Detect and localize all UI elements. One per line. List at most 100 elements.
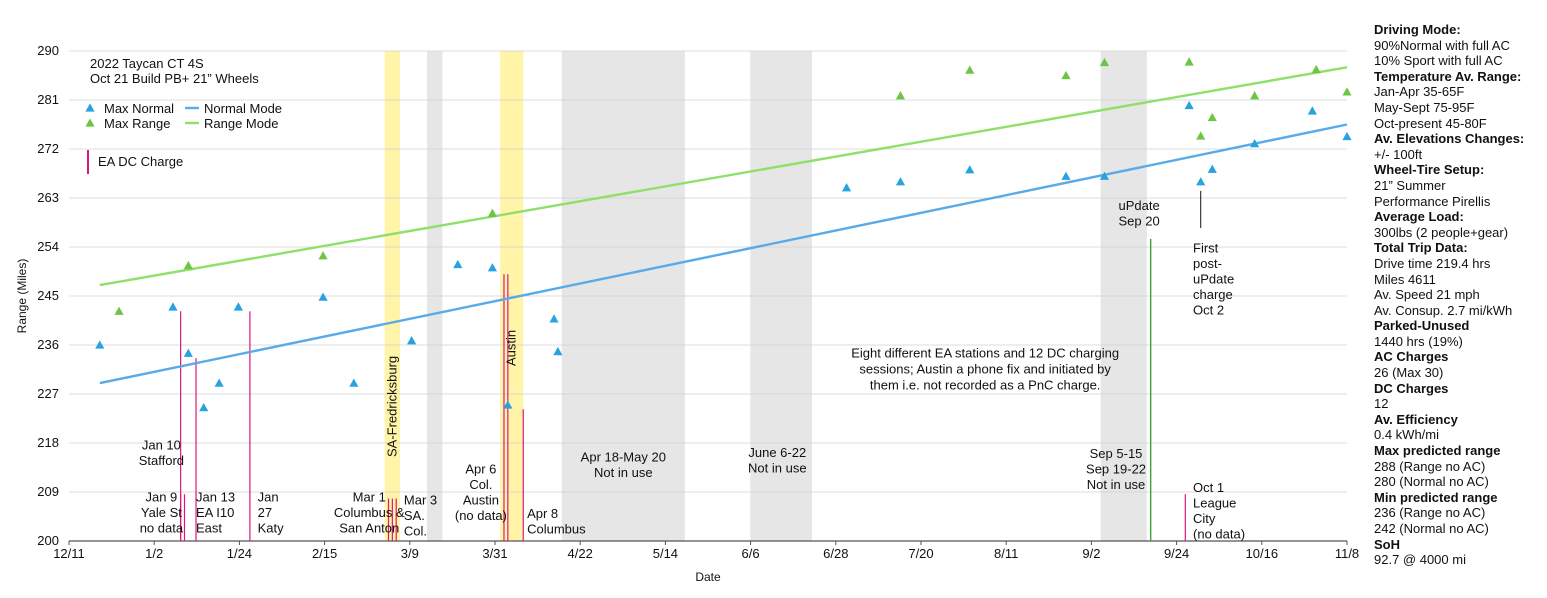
side-text: Miles 4611 bbox=[1374, 271, 1436, 287]
data-point bbox=[553, 346, 563, 356]
data-point bbox=[318, 251, 328, 260]
label-layer: SA-Fredricksburg Austin 200 209 218 227 236 245… bbox=[15, 43, 1359, 584]
x-tick-label: 11/8 bbox=[1335, 546, 1359, 561]
side-text: 10% Sport with full AC bbox=[1374, 53, 1503, 69]
side-text: 0.4 kWh/mi bbox=[1374, 427, 1440, 443]
data-point bbox=[1099, 171, 1110, 180]
annotation-text: League bbox=[1193, 496, 1236, 511]
y-axis-title: Range (Miles) bbox=[15, 259, 29, 334]
y-tick-label: 254 bbox=[37, 239, 59, 254]
legend-label: EA DC Charge bbox=[98, 154, 183, 169]
side-text: Oct-present 45-80F bbox=[1374, 115, 1487, 131]
annotation-text: uPdate bbox=[1193, 271, 1234, 286]
data-point bbox=[841, 183, 852, 192]
y-tick-label: 263 bbox=[37, 190, 59, 205]
data-point bbox=[1196, 177, 1206, 186]
annotation-text: charge bbox=[1193, 287, 1233, 302]
annotation-text: Jan 13 bbox=[196, 489, 235, 504]
data-point bbox=[1099, 57, 1110, 67]
annotation-text: First bbox=[1193, 240, 1219, 255]
data-point bbox=[965, 65, 975, 74]
legend-label: Max Normal bbox=[104, 101, 174, 116]
x-tick-label: 4/22 bbox=[568, 546, 593, 561]
annotation-text: Mar 3 bbox=[404, 493, 437, 508]
data-point bbox=[1307, 106, 1317, 115]
data-point bbox=[1207, 164, 1217, 173]
legend-label: Range Mode bbox=[204, 116, 278, 131]
side-heading: Wheel-Tire Setup: bbox=[1374, 162, 1485, 178]
annotation-text: Stafford bbox=[139, 453, 184, 468]
chart-title: Oct 21 Build PB+ 21” Wheels bbox=[90, 71, 259, 86]
annotation-text: Sep 19-22 bbox=[1086, 462, 1146, 477]
side-text: 1440 hrs (19%) bbox=[1374, 333, 1463, 349]
data-point bbox=[199, 403, 209, 412]
annotation-text: Jan 10 bbox=[142, 438, 181, 453]
annotation-text: June 6-22 bbox=[748, 445, 806, 460]
annotation-text: Apr 18-May 20 bbox=[581, 450, 666, 465]
side-heading: Driving Mode: bbox=[1374, 22, 1461, 37]
side-heading: Average Load: bbox=[1374, 209, 1464, 225]
x-tick-label: 12/11 bbox=[53, 546, 85, 561]
y-tick-label: 236 bbox=[37, 337, 59, 352]
x-tick-label: 3/9 bbox=[401, 546, 419, 561]
side-heading: Av. Efficiency bbox=[1374, 411, 1458, 427]
side-heading: Total Trip Data: bbox=[1374, 240, 1468, 256]
y-tick-label: 281 bbox=[37, 92, 59, 107]
data-point bbox=[965, 165, 975, 174]
side-text: Av. Speed 21 mph bbox=[1374, 287, 1480, 303]
annotation-text: Col. bbox=[469, 477, 492, 492]
annotation-text: Apr 6 bbox=[465, 461, 496, 476]
side-text: 242 (Normal no AC) bbox=[1374, 521, 1489, 536]
data-point bbox=[487, 263, 498, 272]
side-heading: Max predicted range bbox=[1374, 443, 1501, 459]
range-chart: SA-Fredricksburg Austin 200 209 218 227 236 245… bbox=[15, 43, 1359, 584]
data-point bbox=[214, 378, 224, 387]
side-heading: SoH bbox=[1374, 536, 1400, 552]
annotation-text: 27 bbox=[258, 505, 272, 520]
x-tick-label: 8/11 bbox=[994, 546, 1018, 561]
side-text: 21” Summer bbox=[1374, 177, 1446, 193]
side-heading: AC Charges bbox=[1374, 349, 1449, 365]
x-tick-label: 9/2 bbox=[1082, 546, 1100, 561]
side-text: Av. Consup. 2.7 mi/kWh bbox=[1374, 302, 1513, 318]
annotation-text: Not in use bbox=[1087, 477, 1146, 492]
annotation-text: San Anton bbox=[339, 520, 399, 535]
band-label: SA-Fredricksburg bbox=[384, 356, 399, 457]
data-point bbox=[487, 208, 498, 217]
annotation-text: Eight different EA stations and 12 DC ch… bbox=[851, 346, 1119, 361]
annotation-text: Oct 1 bbox=[1193, 480, 1224, 495]
side-heading: Parked-Unused bbox=[1374, 318, 1470, 334]
data-point bbox=[1061, 70, 1071, 80]
data-point bbox=[406, 336, 417, 345]
trend-line bbox=[99, 123, 1348, 385]
annotation-text: East bbox=[196, 520, 222, 535]
data-point bbox=[1311, 64, 1321, 74]
data-point bbox=[549, 314, 559, 323]
annotation-text: City bbox=[1193, 511, 1216, 526]
side-text: 90%Normal with full AC bbox=[1374, 37, 1510, 53]
data-point bbox=[1184, 100, 1194, 110]
x-tick-label: 2/15 bbox=[312, 546, 337, 561]
legend-swatch-triangle bbox=[85, 103, 95, 112]
marks-layer bbox=[95, 57, 1352, 541]
annotation-text: uPdate bbox=[1119, 198, 1160, 213]
y-tick-label: 290 bbox=[37, 43, 59, 58]
x-tick-label: 9/24 bbox=[1164, 546, 1189, 561]
x-tick-label: 7/20 bbox=[908, 546, 933, 561]
y-tick-label: 245 bbox=[37, 288, 59, 303]
annotation-text: Col. bbox=[404, 524, 427, 539]
side-panel: Driving Mode: 90%Normal with full AC 10% S… bbox=[1374, 22, 1546, 568]
side-text: Performance Pirellis bbox=[1374, 193, 1491, 209]
data-point bbox=[1342, 131, 1352, 141]
annotation-text: sessions; Austin a phone fix and initiat… bbox=[859, 362, 1111, 377]
side-heading: DC Charges bbox=[1374, 380, 1449, 396]
annotation-text: Oct 2 bbox=[1193, 302, 1224, 317]
legend-label: Max Range bbox=[104, 116, 170, 131]
y-tick-label: 200 bbox=[37, 533, 59, 548]
annotation-text: post- bbox=[1193, 256, 1222, 271]
side-text: 92.7 @ 4000 mi bbox=[1374, 552, 1466, 568]
data-point bbox=[503, 400, 513, 409]
annotation-text: Katy bbox=[258, 520, 285, 535]
x-axis-title: Date bbox=[695, 570, 721, 584]
annotation-text: them i.e. not recorded as a PnC charge. bbox=[870, 378, 1101, 393]
